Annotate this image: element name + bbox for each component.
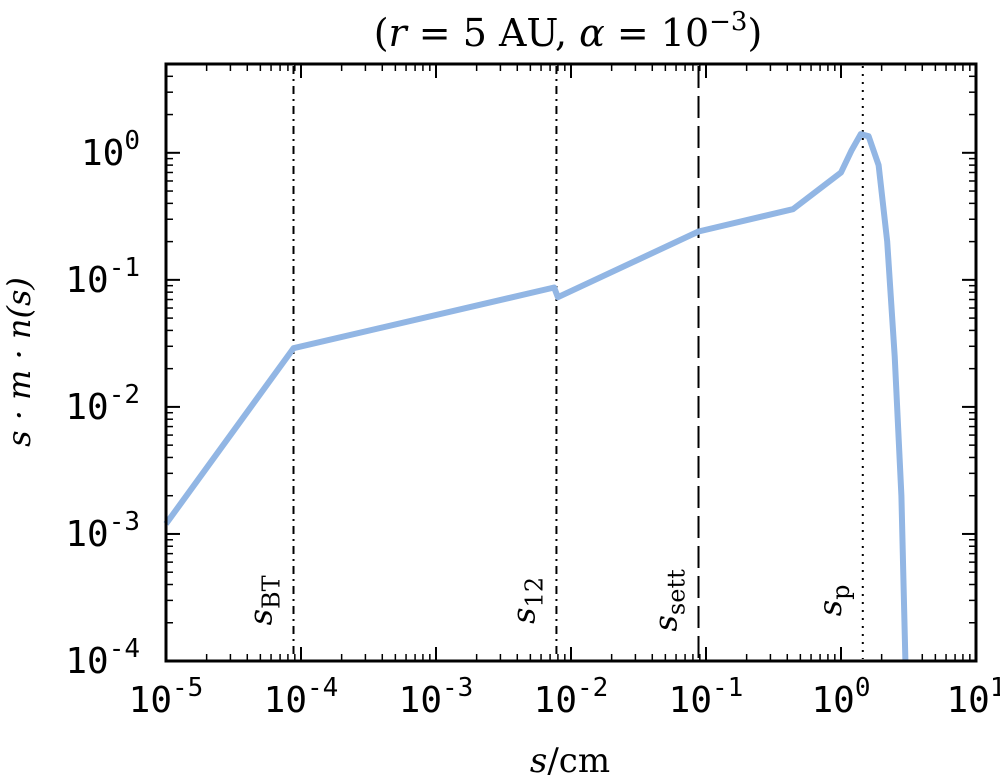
x-tick-label: 100 (811, 673, 870, 721)
y-tick-label: 10-2 (65, 380, 140, 428)
vline-label-s_p: sp (811, 584, 855, 616)
x-tick-label: 10-5 (129, 673, 204, 721)
y-tick-label: 10-4 (65, 634, 140, 682)
plot-frame (164, 62, 978, 663)
series-layer (163, 131, 909, 662)
y-tick-label: 10-3 (65, 507, 140, 555)
x-tick-label: 10-4 (264, 673, 339, 721)
x-tick-label: 101 (946, 673, 1000, 721)
chart-title: (r = 5 AU, α = 10−3) (374, 7, 763, 55)
reference-lines (292, 66, 864, 659)
series-line-0 (163, 131, 909, 662)
x-tick-labels: 10-5 10-4 10-3 10-2 10-1 100 101 (129, 673, 1000, 721)
y-tick-labels: 10-4 10-3 10-2 10-1 100 (65, 126, 140, 682)
vline-label-s_12: s12 (504, 577, 548, 624)
reference-line-labels: sBT s12 ssett sp (242, 569, 855, 632)
y-axis-label: s · m · n(s) (0, 277, 38, 447)
major-ticks (165, 64, 977, 662)
x-axis-label: s/cm (530, 741, 610, 781)
x-tick-label: 10-2 (534, 673, 609, 721)
y-tick-label: 10-1 (65, 253, 140, 301)
vline-label-s_BT: sBT (242, 575, 286, 625)
vline-label-s_sett: ssett (647, 569, 691, 632)
y-tick-label: 100 (81, 126, 140, 174)
x-tick-label: 10-3 (399, 673, 474, 721)
x-tick-label: 10-1 (669, 673, 744, 721)
